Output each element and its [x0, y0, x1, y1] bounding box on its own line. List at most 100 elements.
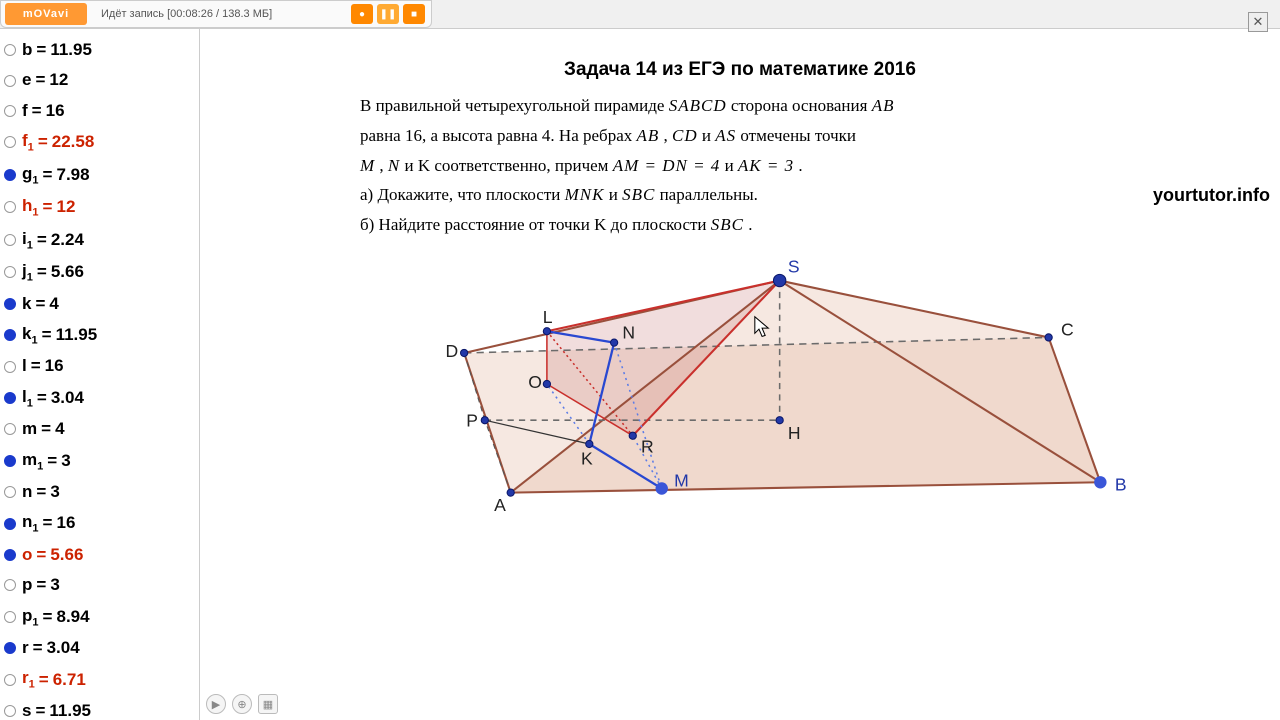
variable-row[interactable]: f = 16 [2, 96, 199, 126]
variable-row[interactable]: n = 3 [2, 477, 199, 507]
variable-name: n1 [22, 509, 39, 538]
variable-row[interactable]: j1 = 5.66 [2, 256, 199, 289]
equals: = [35, 698, 45, 720]
bottom-toolbar: ▶ ⊕ ▦ [206, 694, 278, 714]
variable-value: 4 [55, 416, 64, 442]
variable-name: p [22, 572, 32, 598]
equals: = [38, 129, 48, 155]
variable-name: k1 [22, 321, 38, 350]
text: В правильной четырехугольной пирамиде [360, 96, 669, 115]
variable-value: 3.04 [51, 385, 84, 411]
stop-button[interactable]: ■ [403, 4, 425, 24]
visibility-toggle[interactable] [4, 674, 16, 686]
text: и [725, 156, 738, 175]
play-icon[interactable]: ▶ [206, 694, 226, 714]
visibility-toggle[interactable] [4, 136, 16, 148]
variable-row[interactable]: f1 = 22.58 [2, 126, 199, 159]
variable-row[interactable]: k = 4 [2, 289, 199, 319]
text: параллельны. [660, 185, 758, 204]
equals: = [47, 448, 57, 474]
equals: = [35, 291, 45, 317]
text: а) Докажите, что плоскости [360, 185, 565, 204]
svg-text:B: B [1115, 475, 1127, 495]
variable-value: 8.94 [56, 604, 89, 630]
variable-row[interactable]: e = 12 [2, 65, 199, 95]
zoom-icon[interactable]: ⊕ [232, 694, 252, 714]
visibility-toggle[interactable] [4, 423, 16, 435]
equals: = [43, 162, 53, 188]
svg-text:K: K [581, 449, 593, 469]
visibility-toggle[interactable] [4, 329, 16, 341]
equals: = [37, 259, 47, 285]
equals: = [43, 604, 53, 630]
variable-row[interactable]: l1 = 3.04 [2, 382, 199, 415]
variable-row[interactable]: r = 3.04 [2, 633, 199, 663]
visibility-toggle[interactable] [4, 518, 16, 530]
grid-icon[interactable]: ▦ [258, 694, 278, 714]
visibility-toggle[interactable] [4, 361, 16, 373]
visibility-toggle[interactable] [4, 642, 16, 654]
text: отмечены точки [740, 126, 856, 145]
variable-value: 3 [61, 448, 70, 474]
variable-name: n [22, 479, 32, 505]
visibility-toggle[interactable] [4, 234, 16, 246]
visibility-toggle[interactable] [4, 486, 16, 498]
variable-row[interactable]: p = 3 [2, 570, 199, 600]
recorder-bar: mOVavi Идёт запись [00:08:26 / 138.3 МБ]… [0, 0, 432, 28]
variable-name: j1 [22, 258, 33, 287]
math: SBC [622, 185, 655, 204]
text: и [702, 126, 715, 145]
variable-name: g1 [22, 161, 39, 190]
variable-row[interactable]: p1 = 8.94 [2, 601, 199, 634]
record-button[interactable]: ● [351, 4, 373, 24]
visibility-toggle[interactable] [4, 392, 16, 404]
variable-row[interactable]: h1 = 12 [2, 191, 199, 224]
recording-status: Идёт запись [00:08:26 / 138.3 МБ] [101, 8, 272, 20]
variable-row[interactable]: k1 = 11.95 [2, 319, 199, 352]
content-area: Задача 14 из ЕГЭ по математике 2016 В пр… [200, 29, 1280, 720]
svg-text:S: S [788, 256, 800, 276]
svg-text:A: A [494, 495, 506, 515]
variable-value: 12 [49, 67, 68, 93]
variable-value: 11.95 [50, 37, 92, 63]
variable-name: r1 [22, 665, 35, 694]
variables-sidebar[interactable]: b = 11.95e = 12f = 16f1 = 22.58g1 = 7.98… [0, 29, 200, 720]
variable-value: 7.98 [56, 162, 89, 188]
visibility-toggle[interactable] [4, 579, 16, 591]
visibility-toggle[interactable] [4, 201, 16, 213]
pause-button[interactable]: ❚❚ [377, 4, 399, 24]
close-button[interactable]: ✕ [1248, 12, 1268, 32]
visibility-toggle[interactable] [4, 705, 16, 717]
variable-value: 4 [49, 291, 58, 317]
svg-text:R: R [641, 436, 654, 456]
visibility-toggle[interactable] [4, 169, 16, 181]
variable-row[interactable]: b = 11.95 [2, 35, 199, 65]
visibility-toggle[interactable] [4, 44, 16, 56]
variable-row[interactable]: g1 = 7.98 [2, 159, 199, 192]
visibility-toggle[interactable] [4, 75, 16, 87]
svg-text:D: D [446, 341, 459, 361]
math: AM = DN = 4 [613, 156, 721, 175]
text: , [664, 126, 673, 145]
variable-name: i1 [22, 226, 33, 255]
visibility-toggle[interactable] [4, 455, 16, 467]
visibility-toggle[interactable] [4, 266, 16, 278]
variable-value: 5.66 [51, 259, 84, 285]
variable-row[interactable]: l = 16 [2, 351, 199, 381]
svg-text:M: M [674, 470, 689, 490]
visibility-toggle[interactable] [4, 105, 16, 117]
variable-row[interactable]: o = 5.66 [2, 540, 199, 570]
variable-row[interactable]: m = 4 [2, 414, 199, 444]
equals: = [37, 385, 47, 411]
variable-row[interactable]: r1 = 6.71 [2, 663, 199, 696]
variable-name: m [22, 416, 37, 442]
equals: = [36, 37, 46, 63]
variable-row[interactable]: i1 = 2.24 [2, 224, 199, 257]
visibility-toggle[interactable] [4, 298, 16, 310]
variable-row[interactable]: n1 = 16 [2, 507, 199, 540]
variable-row[interactable]: s = 11.95 [2, 696, 199, 720]
svg-text:C: C [1061, 319, 1074, 339]
visibility-toggle[interactable] [4, 549, 16, 561]
variable-row[interactable]: m1 = 3 [2, 445, 199, 478]
visibility-toggle[interactable] [4, 611, 16, 623]
